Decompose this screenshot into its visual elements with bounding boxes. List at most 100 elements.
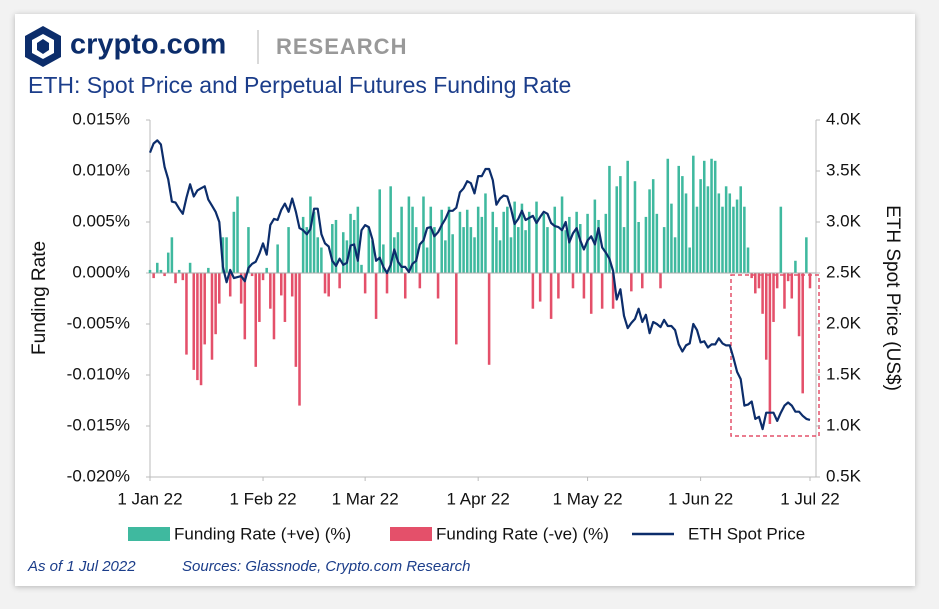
bar	[684, 193, 688, 273]
bar	[728, 193, 732, 273]
bar	[746, 247, 750, 273]
bar	[185, 273, 188, 355]
bar	[425, 247, 429, 273]
bar	[433, 227, 436, 273]
bar	[706, 186, 710, 273]
bar	[487, 273, 491, 365]
x-tick-label: 1 May 22	[553, 489, 623, 508]
y-tick-label: 0.015%	[72, 109, 130, 128]
bar	[575, 211, 578, 273]
bar	[214, 273, 217, 335]
bar	[225, 237, 228, 273]
bar	[269, 273, 272, 309]
y2-tick-label: 0.5K	[826, 466, 862, 485]
bar	[557, 273, 560, 299]
bar	[622, 227, 626, 273]
legend-label: ETH Spot Price	[688, 524, 805, 543]
bar	[626, 160, 629, 273]
sources-note: Sources: Glassnode, Crypto.com Research	[182, 558, 470, 575]
bar	[589, 273, 593, 314]
bar	[411, 206, 414, 273]
bar	[619, 176, 622, 273]
bar	[371, 240, 374, 273]
bar	[564, 230, 567, 273]
bar	[794, 260, 797, 273]
bar	[546, 227, 549, 273]
bar	[560, 196, 564, 273]
bar	[360, 264, 363, 273]
bar	[640, 273, 644, 289]
bar	[159, 269, 163, 273]
bar	[673, 237, 677, 273]
legend-swatch	[390, 527, 432, 541]
bar	[571, 273, 575, 289]
date-note: As of 1 Jul 2022	[27, 558, 136, 575]
bar	[710, 158, 713, 273]
bar	[403, 273, 407, 299]
bar	[615, 186, 619, 273]
bar	[334, 219, 338, 273]
bar	[341, 232, 345, 273]
section-label: RESEARCH	[276, 34, 407, 59]
bar	[655, 213, 659, 273]
bar	[538, 273, 542, 302]
bar	[163, 273, 166, 277]
bar	[192, 273, 196, 370]
bar	[280, 273, 283, 296]
bar	[250, 273, 254, 277]
bar	[276, 244, 279, 273]
bar	[604, 213, 608, 273]
bar	[203, 273, 206, 345]
bar	[389, 186, 392, 273]
y2-tick-label: 1.0K	[826, 415, 862, 434]
bar	[513, 201, 516, 273]
legend-label: Funding Rate (+ve) (%)	[174, 524, 351, 543]
bar	[506, 206, 509, 273]
bar	[320, 247, 323, 273]
x-tick-label: 1 Jan 22	[117, 489, 182, 508]
x-tick-label: 1 Mar 22	[332, 489, 399, 508]
bar	[232, 211, 236, 273]
logo-icon	[25, 26, 61, 67]
bar	[670, 203, 673, 273]
bar	[228, 273, 232, 297]
chart-title: ETH: Spot Price and Perpetual Futures Fu…	[28, 72, 571, 98]
y-tick-label: 0.000%	[72, 262, 130, 281]
bar	[517, 227, 520, 273]
bar	[272, 273, 276, 340]
bar	[247, 227, 250, 273]
bar	[637, 222, 640, 273]
bar	[688, 247, 691, 273]
bar	[579, 224, 582, 273]
bar	[152, 273, 155, 279]
bar	[702, 160, 706, 273]
bar	[699, 179, 702, 273]
bar	[695, 206, 699, 273]
bar	[790, 273, 794, 299]
bar	[283, 273, 287, 322]
bar	[436, 273, 440, 299]
x-tick-label: 1 Feb 22	[229, 489, 296, 508]
bar	[258, 273, 261, 322]
bar	[407, 196, 411, 273]
bar	[177, 269, 181, 273]
bar	[801, 273, 804, 394]
y-axis-label: Funding Rate	[29, 241, 50, 355]
bar	[480, 216, 484, 273]
bar	[761, 273, 764, 314]
bar	[630, 273, 633, 292]
bar	[786, 273, 790, 282]
bar	[422, 196, 425, 273]
bar	[465, 209, 469, 273]
bar	[666, 158, 670, 273]
price-line	[148, 139, 811, 431]
y2-tick-label: 2.0K	[826, 313, 862, 332]
bar	[597, 219, 600, 273]
bar	[783, 273, 786, 309]
bar	[743, 206, 746, 273]
bar	[166, 252, 170, 273]
x-tick-label: 1 Apr 22	[447, 489, 510, 508]
bar	[520, 203, 524, 273]
bar	[254, 273, 258, 367]
